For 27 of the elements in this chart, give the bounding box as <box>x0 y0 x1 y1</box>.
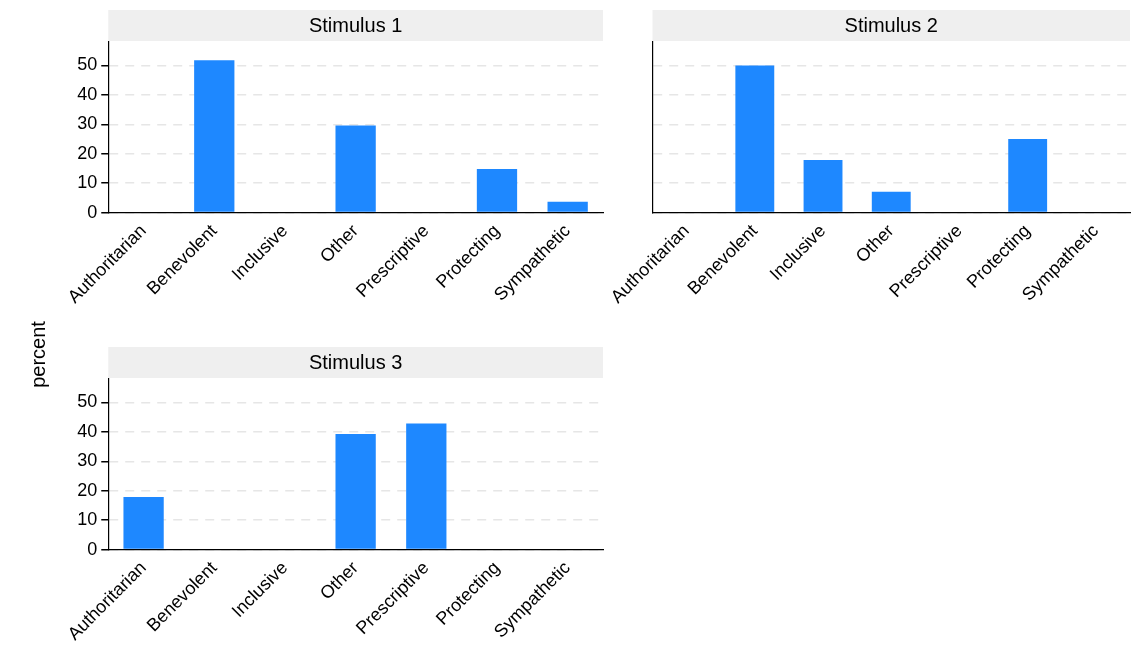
bar <box>735 65 775 212</box>
y-tick-label: 50 <box>77 391 98 412</box>
y-tick-label: 0 <box>87 538 98 559</box>
bar <box>547 201 588 212</box>
bar <box>803 159 843 212</box>
bar <box>406 423 447 549</box>
chart-title: Stimulus 3 <box>308 350 403 373</box>
y-axis-title: percent <box>26 321 50 388</box>
y-tick-label: 20 <box>77 142 98 163</box>
y-tick-label: 10 <box>77 172 98 193</box>
y-tick-label: 40 <box>77 420 98 441</box>
y-tick-label: 10 <box>77 509 98 530</box>
bar <box>335 433 376 549</box>
y-tick-label: 40 <box>77 83 98 104</box>
y-tick-label: 50 <box>77 54 98 75</box>
y-tick-label: 0 <box>87 201 98 222</box>
chart-title: Stimulus 1 <box>308 13 403 36</box>
chart-title: Stimulus 2 <box>844 13 938 36</box>
y-tick-label: 30 <box>77 450 98 471</box>
bar <box>123 496 164 549</box>
bar <box>1008 139 1048 212</box>
bar <box>476 169 518 212</box>
bar <box>335 125 376 212</box>
bar <box>871 191 911 212</box>
y-tick-label: 20 <box>77 479 98 500</box>
bar <box>194 60 235 212</box>
y-tick-label: 30 <box>77 113 98 134</box>
